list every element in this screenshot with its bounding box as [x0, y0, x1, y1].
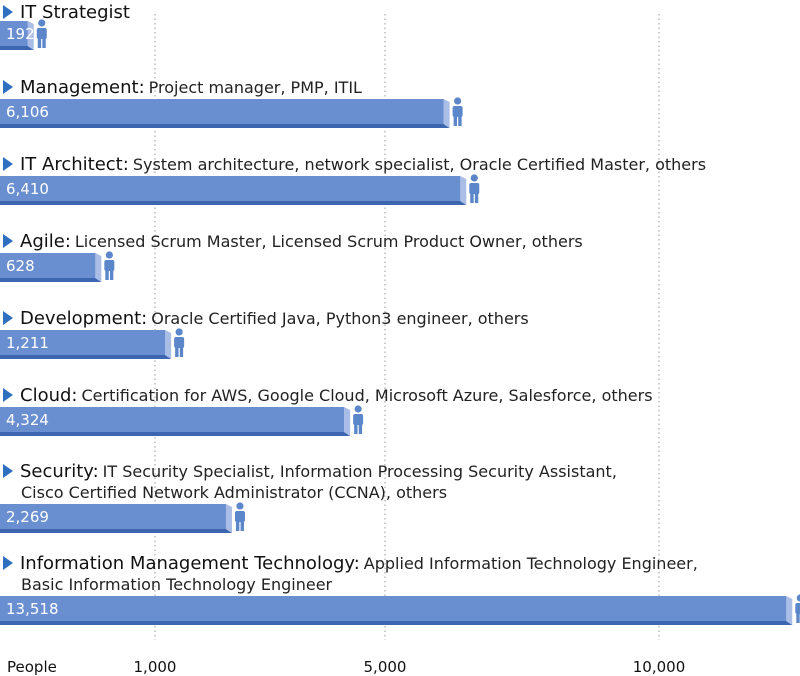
bar-side	[344, 407, 351, 436]
person-icon	[353, 405, 364, 434]
bar-shadow	[0, 46, 34, 50]
bar-face	[0, 407, 345, 432]
value-label: 6,410	[6, 180, 49, 198]
bar-shadow	[0, 355, 172, 359]
category-description: IT Security Specialist, Information Proc…	[103, 462, 617, 481]
bar-shadow	[0, 278, 102, 282]
bar-side	[225, 504, 232, 533]
bullet-arrow-icon	[3, 5, 13, 19]
category-row: Cloud: Certification for AWS, Google Clou…	[0, 385, 653, 436]
category-description: Oracle Certified Java, Python3 engineer,…	[151, 309, 528, 328]
category-name: Development:	[20, 308, 147, 329]
category-title: Management: Project manager, PMP, ITIL	[20, 77, 362, 98]
category-title: Agile: Licensed Scrum Master, Licensed Sc…	[20, 231, 583, 252]
category-row: Agile: Licensed Scrum Master, Licensed Sc…	[0, 231, 583, 282]
bullet-arrow-icon	[3, 311, 13, 325]
category-description: Certification for AWS, Google Cloud, Mic…	[81, 386, 652, 405]
bar-face	[0, 99, 444, 124]
person-icon	[795, 594, 800, 623]
value-label: 628	[6, 257, 35, 275]
bar-face	[0, 253, 96, 278]
bullet-arrow-icon	[3, 464, 13, 478]
bar-face	[0, 504, 226, 529]
category-description: Cisco Certified Network Administrator (C…	[21, 483, 447, 502]
category-name: IT Architect:	[20, 154, 129, 175]
person-icon	[234, 502, 245, 531]
bar-shadow	[0, 201, 467, 205]
bar	[0, 596, 793, 625]
category-description: Applied Information Technology Engineer,	[364, 554, 698, 573]
bar	[0, 504, 232, 533]
person-icon	[36, 19, 47, 48]
category-row: Development: Oracle Certified Java, Pytho…	[0, 308, 529, 359]
category-name: Security:	[20, 461, 99, 482]
x-tick-label: 1,000	[134, 658, 177, 676]
x-axis: People 1,000 5,000 10,000	[7, 658, 685, 676]
category-name: IT Strategist	[20, 2, 130, 23]
axis-unit-label: People	[7, 658, 57, 676]
value-label: 6,106	[6, 103, 49, 121]
bar	[0, 253, 102, 282]
category-title: Information Management Technology: Applie…	[20, 553, 698, 574]
bullet-arrow-icon	[3, 80, 13, 94]
value-label: 13,518	[6, 600, 59, 618]
bar	[0, 330, 172, 359]
bar-side	[786, 596, 793, 625]
bullet-arrow-icon	[3, 234, 13, 248]
bar-face	[0, 596, 787, 621]
bar-shadow	[0, 432, 351, 436]
bar-shadow	[0, 124, 450, 128]
person-icon	[452, 97, 463, 126]
bar-rows: IT Strategist 192 Management: Project manag…	[0, 2, 800, 625]
category-title: IT Strategist	[20, 2, 130, 23]
value-label: 1,211	[6, 334, 49, 352]
bullet-arrow-icon	[3, 556, 13, 570]
value-label: 2,269	[6, 508, 49, 526]
category-title: Development: Oracle Certified Java, Pytho…	[20, 308, 529, 329]
category-name: Information Management Technology:	[20, 553, 360, 574]
category-name: Management:	[20, 77, 145, 98]
bar	[0, 407, 351, 436]
category-row: IT Architect: System architecture, networ…	[0, 154, 706, 205]
person-icon	[469, 174, 480, 203]
category-title: IT Architect: System architecture, networ…	[20, 154, 706, 175]
x-tick-label: 5,000	[364, 658, 407, 676]
category-row: Management: Project manager, PMP, ITIL 6,1…	[0, 77, 463, 128]
person-icon	[104, 251, 115, 280]
person-icon	[174, 328, 185, 357]
value-label: 192	[6, 25, 35, 43]
bar-face	[0, 330, 166, 355]
category-row: IT Strategist 192	[0, 2, 130, 50]
category-name: Agile:	[20, 231, 71, 252]
bar-shadow	[0, 621, 793, 625]
bar-side	[460, 176, 467, 205]
bar-face	[0, 176, 461, 201]
bar-face	[0, 21, 28, 46]
category-row: Security: IT Security Specialist, Informa…	[0, 461, 617, 533]
bullet-arrow-icon	[3, 157, 13, 171]
bar-side	[443, 99, 450, 128]
bar	[0, 99, 450, 128]
category-name: Cloud:	[20, 385, 77, 406]
bar-side	[165, 330, 172, 359]
category-row: Information Management Technology: Applie…	[0, 553, 800, 625]
category-description: System architecture, network specialist,…	[133, 155, 706, 174]
x-tick-label: 10,000	[633, 658, 686, 676]
category-description: Licensed Scrum Master, Licensed Scrum Pr…	[75, 232, 583, 251]
bar-side	[27, 21, 34, 50]
bullet-arrow-icon	[3, 388, 13, 402]
category-description: Basic Information Technology Engineer	[21, 575, 333, 594]
category-description: Project manager, PMP, ITIL	[149, 78, 362, 97]
bar	[0, 176, 467, 205]
bar-shadow	[0, 529, 232, 533]
bar-side	[95, 253, 102, 282]
category-title: Security: IT Security Specialist, Informa…	[20, 461, 617, 482]
category-title: Cloud: Certification for AWS, Google Clou…	[20, 385, 653, 406]
bar	[0, 21, 34, 50]
value-label: 4,324	[6, 411, 49, 429]
